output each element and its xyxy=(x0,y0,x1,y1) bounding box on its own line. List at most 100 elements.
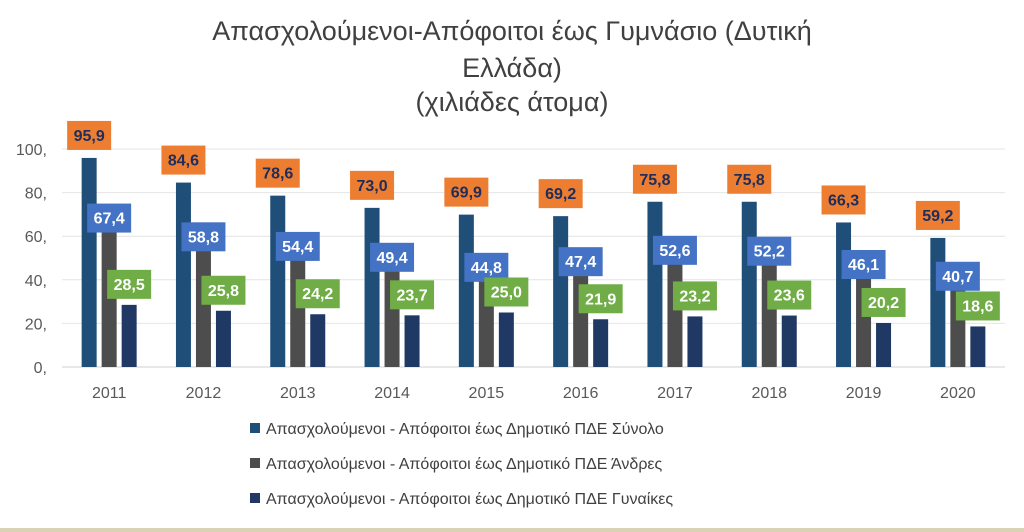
data-label-box xyxy=(672,281,717,311)
data-label: 25,0 xyxy=(491,285,522,302)
data-label: 69,9 xyxy=(451,185,482,202)
data-label: 47,4 xyxy=(565,254,596,271)
bar-2014-series-1 xyxy=(364,207,380,367)
data-label: 58,8 xyxy=(188,229,219,246)
data-label-box xyxy=(181,222,226,252)
legend-swatch xyxy=(250,423,260,433)
data-label: 75,8 xyxy=(734,172,765,189)
bar-2014-series-3 xyxy=(404,315,420,367)
bar-2013-series-1 xyxy=(270,195,286,367)
data-label-box xyxy=(201,275,246,305)
bar-2020-series-3 xyxy=(970,326,986,367)
data-label-box xyxy=(861,287,906,317)
y-tick-label: 60, xyxy=(25,229,47,246)
bar-2015-series-1 xyxy=(458,214,474,367)
x-tick-label: 2012 xyxy=(186,385,222,402)
x-tick-label: 2018 xyxy=(751,385,787,402)
data-label: 66,3 xyxy=(828,192,859,209)
data-label: 25,8 xyxy=(208,283,239,300)
data-label-box xyxy=(444,177,489,207)
data-label-box xyxy=(538,179,583,209)
data-label: 24,2 xyxy=(302,286,333,303)
data-label: 23,2 xyxy=(679,288,710,305)
data-label: 84,6 xyxy=(168,153,199,170)
y-tick-label: 80, xyxy=(25,186,47,203)
y-tick-label: 20, xyxy=(25,316,47,333)
bar-2017-series-1 xyxy=(647,201,663,367)
data-label-box xyxy=(767,280,812,310)
x-tick-label: 2011 xyxy=(92,385,127,402)
data-label: 54,4 xyxy=(282,239,313,256)
y-tick-label: 100, xyxy=(16,142,47,159)
data-label: 78,6 xyxy=(262,166,293,183)
bar-2020-series-1 xyxy=(930,237,946,367)
data-label-box xyxy=(915,200,960,230)
x-tick-label: 2019 xyxy=(846,385,882,402)
data-label-box xyxy=(955,291,1000,321)
data-label-box xyxy=(935,261,980,291)
bar-2017-series-3 xyxy=(687,316,703,367)
footer-divider xyxy=(0,528,1024,532)
data-label-box xyxy=(652,235,697,265)
chart-title-line: Ελλάδα) xyxy=(462,53,562,83)
bar-2016-series-2 xyxy=(573,263,589,367)
bar-2018-series-3 xyxy=(781,315,797,367)
data-label-box xyxy=(390,280,435,310)
data-label: 40,7 xyxy=(942,269,973,286)
chart-title-line: (χιλιάδες άτομα) xyxy=(416,87,609,117)
chart-title-line: Απασχολούμενοι-Απόφοιτοι έως Γυμνάσιο (Δ… xyxy=(212,16,812,46)
bar-2012-series-3 xyxy=(215,310,231,367)
bar-2011-series-1 xyxy=(81,157,97,367)
y-tick-label: 40, xyxy=(25,273,47,290)
data-label-box xyxy=(350,170,395,200)
data-label-box xyxy=(841,250,886,280)
bar-2018-series-2 xyxy=(761,253,777,367)
data-label-box xyxy=(255,158,300,188)
data-label: 28,5 xyxy=(114,277,145,294)
x-tick-label: 2015 xyxy=(469,385,505,402)
data-label-box xyxy=(558,247,603,277)
data-label-box xyxy=(295,279,340,309)
data-label-box xyxy=(67,120,112,150)
data-label: 46,1 xyxy=(848,257,879,274)
legend-swatch xyxy=(250,458,260,468)
data-label-box xyxy=(87,203,132,233)
bar-2016-series-1 xyxy=(553,216,569,367)
data-label: 49,4 xyxy=(376,250,407,267)
data-label-box xyxy=(747,236,792,266)
data-label: 59,2 xyxy=(922,208,953,225)
data-label: 67,4 xyxy=(94,211,125,228)
y-tick-label: 0, xyxy=(34,360,47,377)
data-label-box xyxy=(464,252,509,282)
bar-2019-series-1 xyxy=(836,222,852,367)
data-label-box xyxy=(275,231,320,261)
legend-swatch xyxy=(250,493,260,503)
data-label: 52,2 xyxy=(754,244,785,261)
x-tick-label: 2014 xyxy=(374,385,410,402)
data-label: 23,6 xyxy=(774,288,805,305)
data-label-box xyxy=(727,164,772,194)
data-label: 21,9 xyxy=(585,291,616,308)
data-label-box xyxy=(578,284,623,314)
data-label-box xyxy=(821,185,866,215)
data-label: 23,7 xyxy=(396,287,427,304)
bar-2016-series-3 xyxy=(593,319,609,367)
legend-label: Απασχολούμενοι - Απόφοιτοι έως Δημοτικό … xyxy=(266,421,664,438)
x-tick-label: 2017 xyxy=(657,385,693,402)
data-label-box xyxy=(161,145,206,175)
bar-2015-series-3 xyxy=(498,312,514,367)
legend-label: Απασχολούμενοι - Απόφοιτοι έως Δημοτικό … xyxy=(266,491,673,508)
bar-2019-series-3 xyxy=(876,322,892,367)
bar-2011-series-3 xyxy=(121,304,137,367)
bar-2013-series-3 xyxy=(310,314,326,367)
data-label: 18,6 xyxy=(962,298,993,315)
data-label-box xyxy=(484,277,529,307)
data-label-box xyxy=(370,242,415,272)
legend-label: Απασχολούμενοι - Απόφοιτοι έως Δημοτικό … xyxy=(266,456,663,473)
data-label: 73,0 xyxy=(356,178,387,195)
data-label: 95,9 xyxy=(74,128,105,145)
bar-2014-series-2 xyxy=(384,259,400,367)
x-tick-label: 2013 xyxy=(280,385,316,402)
